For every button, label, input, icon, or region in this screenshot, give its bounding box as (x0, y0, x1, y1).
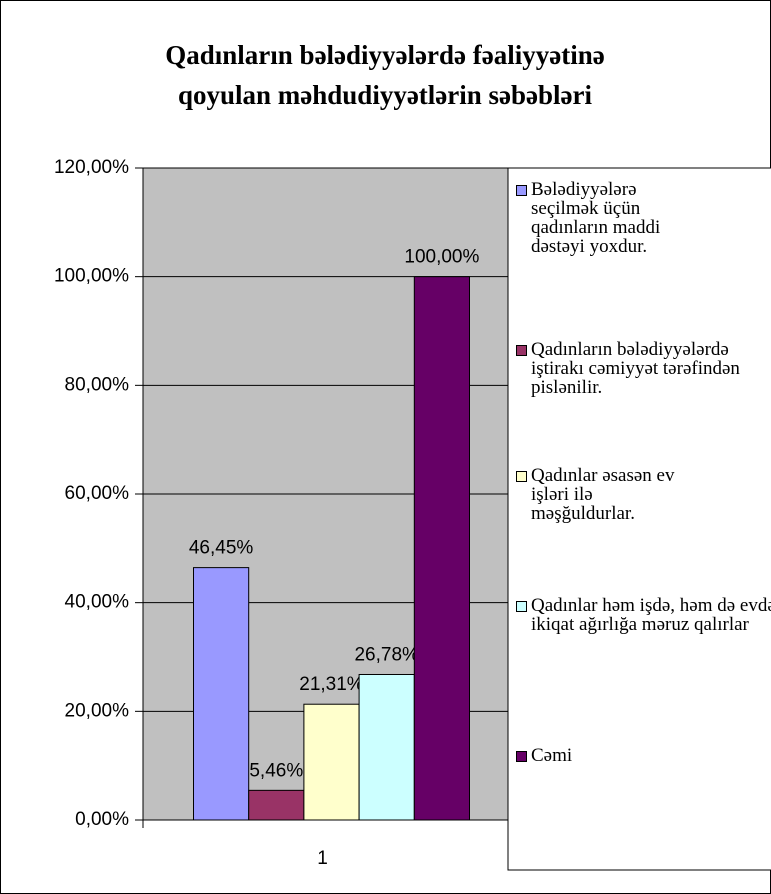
legend-label: Qadınların bələdiyyələrdə iştirakı cəmiy… (531, 339, 740, 398)
data-label: 100,00% (404, 247, 479, 268)
legend-label: Qadınlar həm işdə, həm də evdə ikiqat ağ… (531, 595, 771, 635)
y-tick-label: 60,00% (65, 483, 130, 504)
legend-swatch (516, 471, 527, 482)
legend-swatch (516, 601, 527, 612)
legend-swatch (516, 751, 527, 762)
bar (303, 703, 360, 821)
data-label: 21,31% (299, 674, 364, 695)
chart-title: qoyulan məhdudiyyətlərin səbəbləri (178, 80, 593, 110)
legend-box (507, 167, 771, 871)
y-tick-label: 40,00% (65, 592, 130, 613)
y-tick-label: 80,00% (65, 374, 130, 395)
legend-swatch (516, 185, 527, 196)
legend-label: Bələdiyyələrə seçilmək üçün qadınların m… (531, 179, 661, 257)
bar (358, 673, 415, 821)
x-tick-label: 1 (317, 848, 328, 869)
bar (413, 276, 470, 821)
legend-label: Cəmi (531, 745, 573, 766)
data-label: 46,45% (189, 538, 254, 559)
legend-swatch (516, 345, 527, 356)
chart-title: Qadınların bələdiyyələrdə fəaliyyətinə (165, 40, 604, 70)
data-label: 26,78% (354, 644, 419, 665)
bar (248, 789, 305, 821)
y-tick-label: 20,00% (65, 700, 130, 721)
y-tick-label: 0,00% (75, 809, 129, 830)
legend-label: Qadınlar əsasən ev işləri ilə məşğuldurl… (531, 465, 675, 524)
data-label: 5,46% (249, 760, 303, 781)
bar (193, 567, 250, 821)
y-tick-label: 120,00% (54, 157, 129, 178)
y-tick-label: 100,00% (54, 266, 129, 287)
